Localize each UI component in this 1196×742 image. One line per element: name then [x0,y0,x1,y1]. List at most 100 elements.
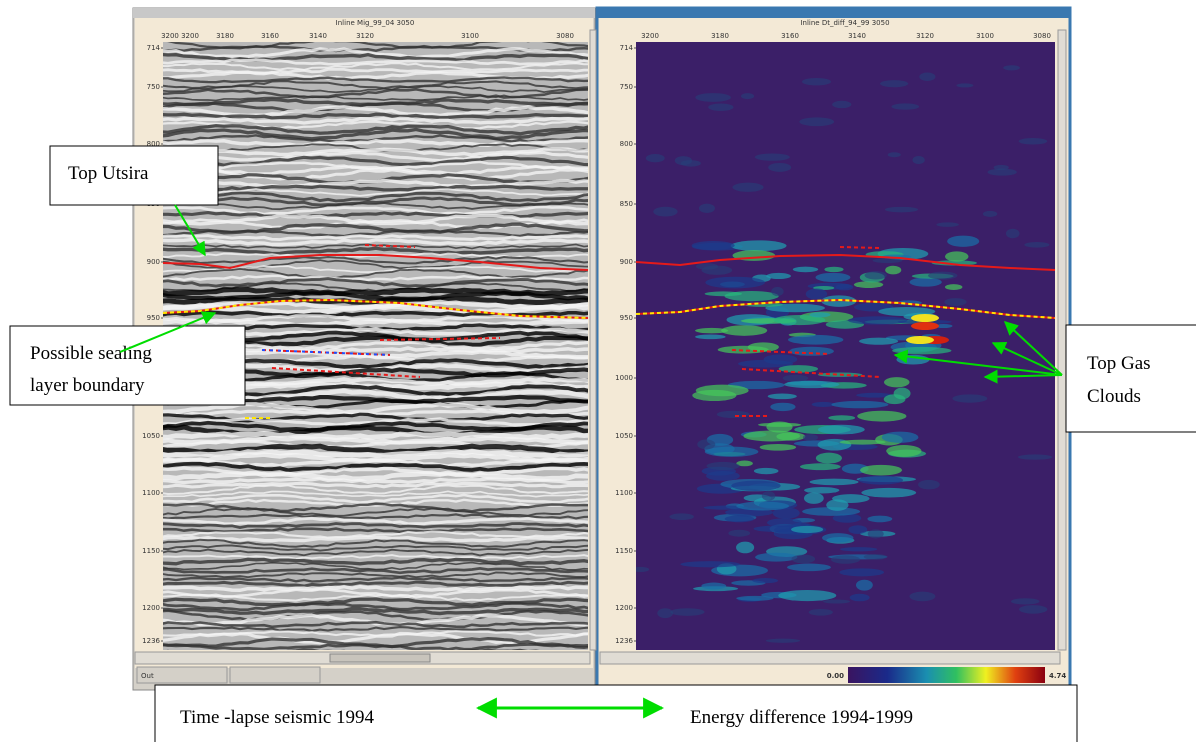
noise-blob [716,410,750,419]
noise-blob [754,153,790,161]
reflector [163,178,588,189]
noise-blob [808,608,833,616]
energy-blob [815,452,842,464]
y-tick-label: 800 [620,140,633,148]
reflector [163,481,588,489]
reflector [163,85,588,94]
energy-blob [799,463,841,471]
h-scrollbar-right[interactable] [599,651,1061,665]
energy-blob [759,443,797,451]
energy-blob [788,334,844,345]
energy-blob [831,400,889,409]
energy-blob [736,501,790,511]
reflector [163,522,588,530]
reflector [163,188,588,197]
energy-blob [824,266,844,273]
reflector [163,184,588,192]
x-tick-label: 3180 [711,32,729,40]
noise-blob [928,271,958,280]
callout-text: Top Gas [1087,353,1151,374]
energy-blob [792,266,819,273]
energy-blob [945,251,969,262]
energy-blob [826,499,849,511]
energy-blob [884,377,910,388]
y-tick-label: 1150 [142,547,160,555]
reflector [163,47,588,59]
energy-blob [784,380,840,389]
energy-blob [867,515,893,523]
v-scrollbar-left[interactable] [589,29,597,651]
reflector [163,493,588,504]
noise-blob [771,286,784,297]
energy-blob [691,240,735,251]
reflector [163,168,588,181]
energy-blob [766,518,802,528]
colorbar-min: 0.00 [827,672,844,680]
energy-blob [815,272,851,283]
energy-blob [736,460,753,467]
energy-blob [881,431,919,443]
left-titlebar [133,8,595,18]
noise-blob [887,152,901,158]
right-header: Inline Dt_diff_94_99 3050 [800,19,889,27]
energy-blob [860,464,903,476]
reflector [163,229,588,238]
energy-blob [803,492,824,504]
status-field-2 [229,666,321,684]
noise-blob [657,608,674,619]
noise-blob [782,374,809,382]
y-tick-label: 850 [620,200,633,208]
axes: 714 750 800 850 900 950 1000 1050 1100 1150 1200 12… [142,32,1051,645]
scroll-thumb-left[interactable] [329,653,431,663]
arrow [174,204,206,257]
arrow [119,311,217,353]
noise-blob [1018,138,1048,145]
x-tick-label: 3140 [848,32,866,40]
reflector [163,527,588,534]
reflector [163,620,588,629]
energy-blob [828,415,856,421]
reflector [163,470,588,482]
reflector [163,222,588,235]
noise-blob [830,555,861,564]
energy-blob [878,306,936,317]
energy-blob [839,547,878,552]
reflector [163,557,588,566]
energy-blob [753,467,779,475]
reflector [163,601,588,612]
reflector [163,461,588,473]
y-tick-label: 1150 [615,547,633,555]
energy-blob [730,240,787,252]
y-tick-label: 1100 [615,489,633,497]
y-tick-label: 900 [620,258,633,266]
reflector [163,484,588,495]
x-tick-label: 3100 [976,32,994,40]
energy-texture [636,65,1053,643]
x-tick-label: 3080 [1033,32,1051,40]
energy-blob [839,568,885,577]
energy-blob [752,577,779,584]
noise-blob [740,93,755,100]
reflector [163,516,588,526]
reflector [163,277,588,288]
reflector [163,476,588,485]
y-tick-label: 714 [620,44,634,52]
v-scrollbar-right[interactable] [1057,29,1067,651]
reflector [163,412,588,423]
energy-blob [822,533,854,543]
noise-blob [1019,605,1048,614]
energy-blob [736,595,774,601]
energy-blob [809,478,859,486]
caption-right: Energy difference 1994-1999 [690,707,913,728]
x-tick-label: 3200 3200 [161,32,199,40]
reflector [163,243,588,250]
noise-blob [823,599,850,604]
y-tick-label: 1200 [615,604,633,612]
reflector [163,155,588,167]
energy-blob [695,334,726,340]
noise-blob [791,554,816,564]
seismic-texture [163,42,588,650]
x-tick-label: 3180 [216,32,234,40]
reflector [163,513,588,520]
